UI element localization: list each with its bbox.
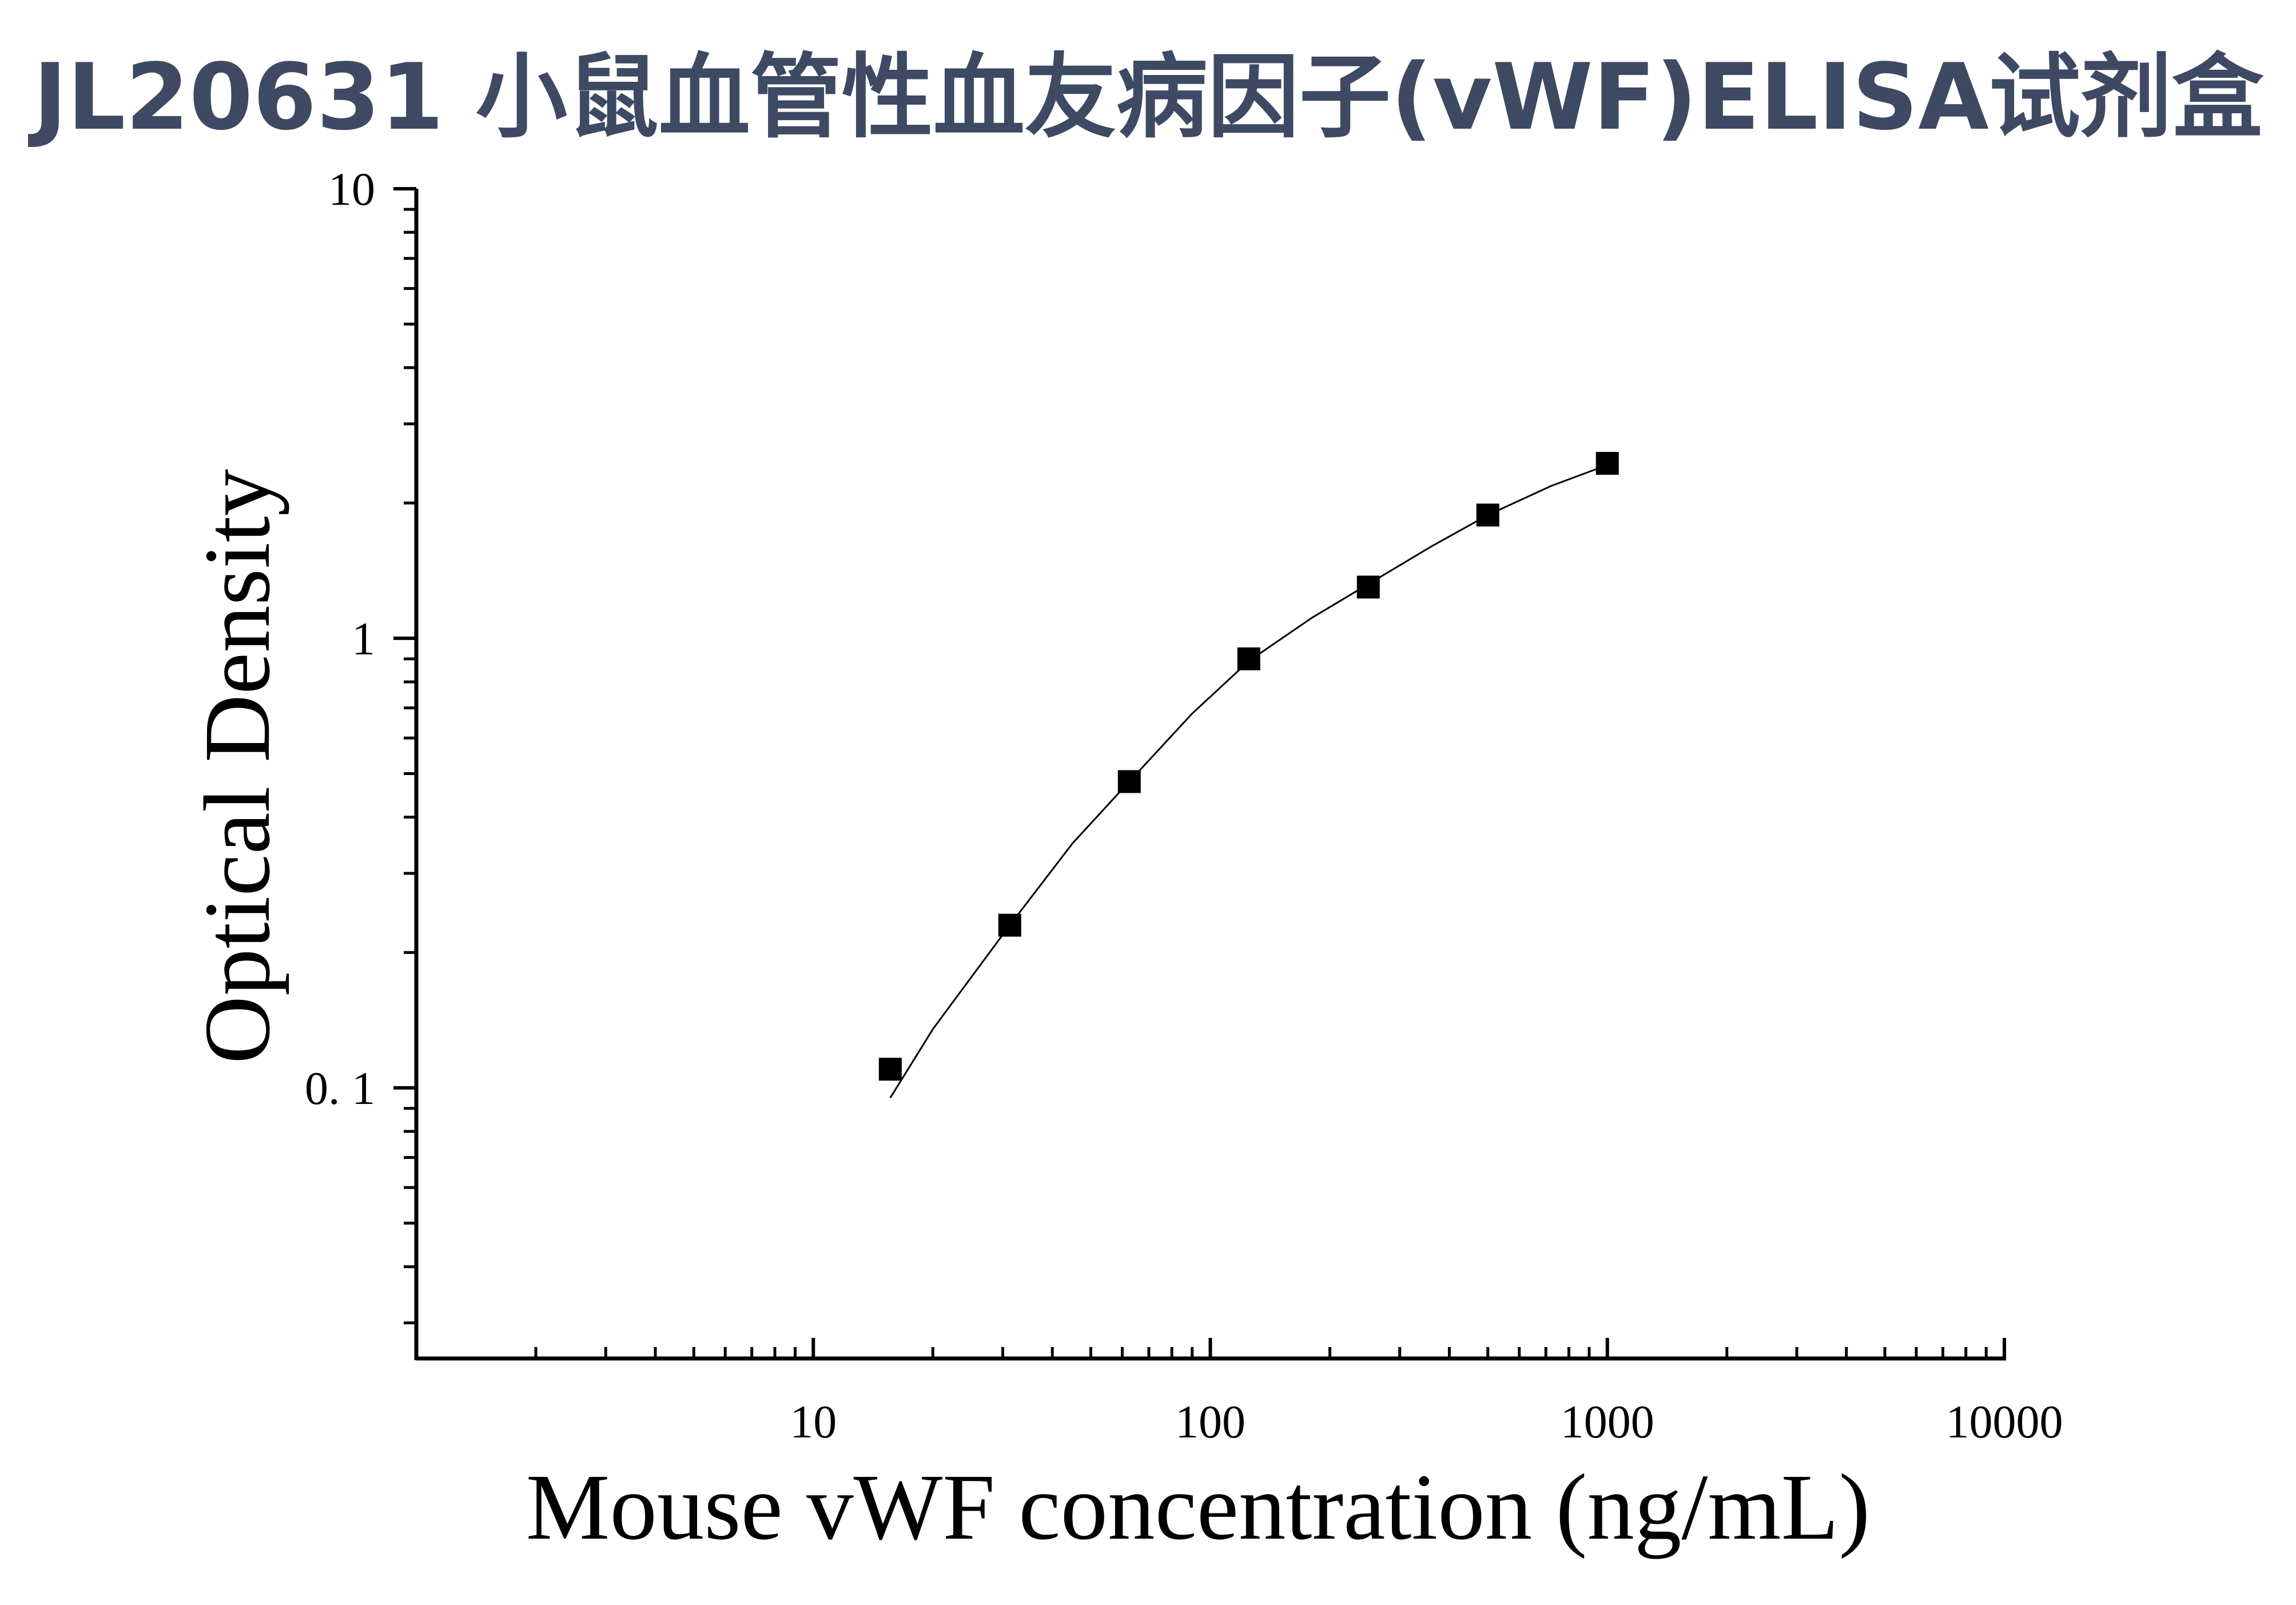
- axis-major-ticks: [393, 187, 2006, 1358]
- x-tick-label: 10: [790, 1396, 837, 1448]
- fit-curve: [889, 464, 1608, 1099]
- y-tick-label: 10: [328, 163, 375, 215]
- data-point: [1117, 770, 1141, 793]
- data-point: [998, 913, 1021, 937]
- data-point: [1476, 503, 1499, 527]
- tick-labels: 10 100 1000 10000 0. 1 1 10: [305, 163, 2063, 1448]
- data-point: [878, 1058, 902, 1081]
- page-title: JL20631 小鼠血管性血友病因子(vWF)ELISA试剂盒: [33, 43, 2264, 150]
- y-axis-minor-ticks: [404, 208, 416, 1325]
- x-tick-label: 100: [1175, 1396, 1246, 1448]
- data-point: [1595, 452, 1619, 475]
- y-tick-label: 0. 1: [305, 1062, 375, 1114]
- data-points: [878, 452, 1619, 1081]
- y-tick-label: 1: [352, 613, 375, 665]
- x-tick-label: 10000: [1946, 1396, 2063, 1448]
- x-axis-label: Mouse vWF concentration (ng/mL): [526, 1455, 1871, 1559]
- y-axis-label: Optical Density: [185, 469, 289, 1064]
- data-point: [1237, 647, 1260, 670]
- data-point: [1356, 575, 1380, 599]
- x-tick-label: 1000: [1561, 1396, 1654, 1448]
